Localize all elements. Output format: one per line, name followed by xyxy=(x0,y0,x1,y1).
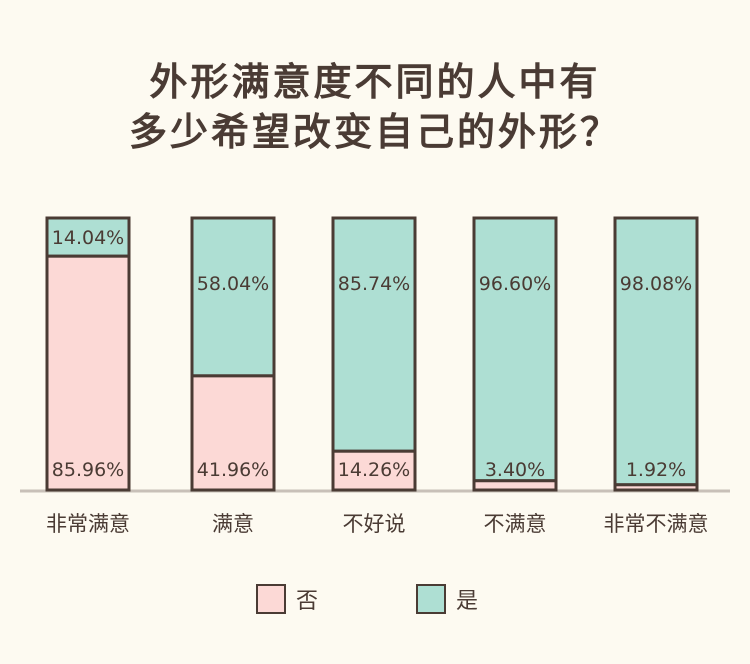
bar-value-label-no-0: 85.96% xyxy=(52,459,124,481)
bar-value-label-no-1: 41.96% xyxy=(197,459,269,481)
bar-value-label-no-3: 3.40% xyxy=(485,459,545,481)
bar-value-label-no-4: 1.92% xyxy=(626,459,686,481)
bar-segment-no-2 xyxy=(331,449,417,492)
bar-value-label-yes-1: 58.04% xyxy=(197,273,269,295)
bar-segment-yes-1 xyxy=(190,216,276,378)
bar-segment-no-1 xyxy=(190,374,276,492)
bar-segment-yes-4 xyxy=(613,216,699,487)
chart-legend: 否 是 xyxy=(250,582,550,616)
bar-segment-no-3 xyxy=(472,479,558,492)
bar-value-label-no-2: 14.26% xyxy=(338,459,410,481)
category-label-0: 非常满意 xyxy=(46,512,130,536)
legend-label-no: 否 xyxy=(296,589,319,614)
legend-swatch-no xyxy=(256,584,286,614)
bar-value-label-yes-0: 14.04% xyxy=(52,227,124,249)
bar-segment-no-0 xyxy=(45,254,131,492)
bar-value-label-yes-3: 96.60% xyxy=(479,273,551,295)
bar-value-label-yes-4: 98.08% xyxy=(620,273,692,295)
category-label-1: 满意 xyxy=(212,512,254,536)
legend-item-no: 否 xyxy=(256,582,318,616)
category-label-4: 非常不满意 xyxy=(604,512,709,536)
bar-segment-yes-2 xyxy=(331,216,417,453)
legend-item-yes: 是 xyxy=(416,582,478,616)
bar-value-label-yes-2: 85.74% xyxy=(338,273,410,295)
legend-swatch-yes xyxy=(416,584,446,614)
chart-title-line-2: 多少希望改变自己的外形？ xyxy=(128,110,621,154)
category-label-2: 不好说 xyxy=(343,512,406,536)
chart-title-line-1: 外形满意度不同的人中有 xyxy=(149,60,601,104)
category-label-3: 不满意 xyxy=(484,512,547,536)
bar-segment-no-4 xyxy=(613,483,699,492)
bar-segment-yes-3 xyxy=(472,216,558,483)
legend-label-yes: 是 xyxy=(456,589,479,614)
